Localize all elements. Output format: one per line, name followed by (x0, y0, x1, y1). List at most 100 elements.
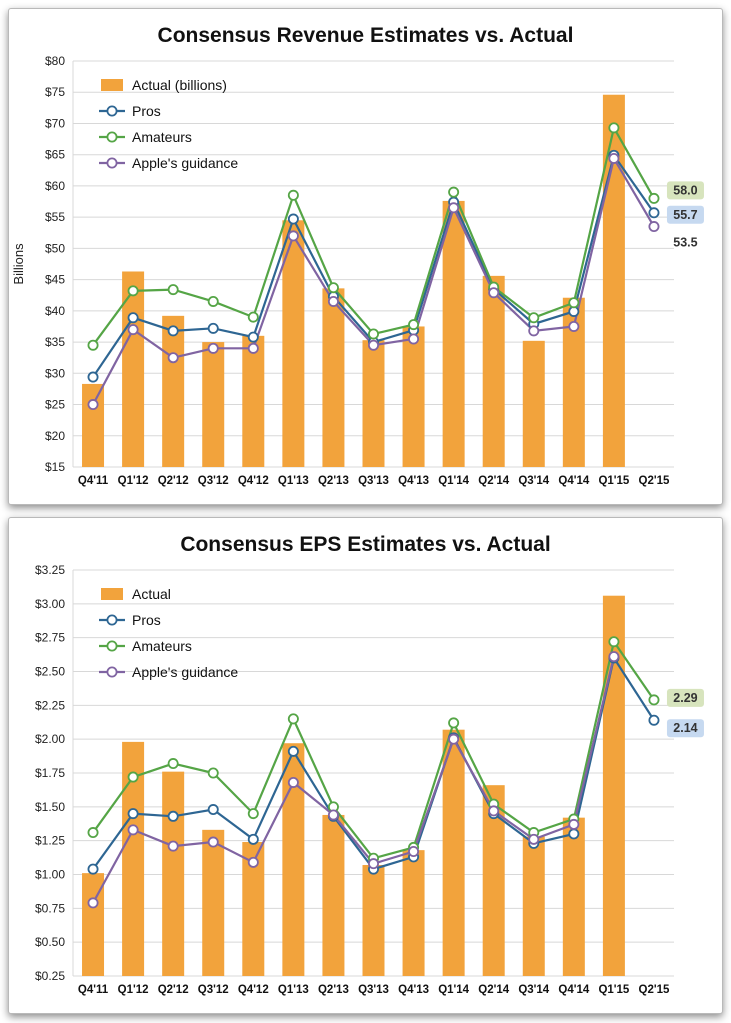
bar (202, 829, 225, 976)
y-axis-tick-label: $60 (45, 179, 65, 193)
y-axis-tick-label: $30 (45, 366, 65, 380)
bar (82, 873, 105, 976)
bar (402, 850, 425, 976)
data-point-marker (127, 285, 139, 297)
legend-swatch-marker (106, 666, 118, 678)
data-point-marker (448, 186, 460, 198)
legend-swatch-marker (106, 157, 118, 169)
y-axis-tick-label: $1.50 (35, 800, 65, 814)
data-point-marker (608, 651, 620, 663)
data-point-marker (247, 856, 259, 868)
y-axis-tick-label: $1.75 (35, 766, 65, 780)
x-axis-tick-label: Q3'12 (198, 475, 229, 487)
data-point-marker (448, 733, 460, 745)
y-axis-tick-label: $45 (45, 273, 65, 287)
x-axis-tick-label: Q3'13 (358, 984, 389, 996)
data-point-marker (648, 694, 660, 706)
x-axis-tick-label: Q4'14 (558, 984, 589, 996)
x-axis-tick-label: Q4'11 (78, 984, 109, 996)
x-axis-tick-label: Q1'14 (438, 475, 469, 487)
data-point-marker (568, 305, 580, 317)
data-point-marker (488, 805, 500, 817)
data-point-marker (648, 714, 660, 726)
data-point-marker (648, 192, 660, 204)
legend-label: Actual (billions) (132, 77, 227, 93)
y-axis-tick-label: $40 (45, 304, 65, 318)
data-point-marker (127, 312, 139, 324)
data-point-marker (167, 758, 179, 770)
data-point-marker (207, 804, 219, 816)
series-line (92, 656, 615, 904)
y-axis-tick-label: $50 (45, 241, 65, 255)
x-axis-tick-label: Q1'15 (598, 475, 629, 487)
data-point-marker (327, 809, 339, 821)
y-axis-tick-label: $70 (45, 116, 65, 130)
bar (242, 335, 265, 467)
revenue-chart-canvas: $15 $20 $25 $30 $35 $40 $45 $50 $55 $60 $65 $70 $75 $… (11, 54, 704, 487)
y-axis-tick-label: $2.50 (35, 665, 65, 679)
data-point-marker (167, 810, 179, 822)
y-axis-tick-label: $15 (45, 460, 65, 474)
data-point-marker (528, 312, 540, 324)
data-point-marker (167, 284, 179, 296)
data-point-marker (367, 328, 379, 340)
bar (82, 383, 105, 467)
data-point-marker (448, 717, 460, 729)
x-axis-tick-label: Q4'14 (558, 475, 589, 487)
data-point-marker (287, 713, 299, 725)
y-axis-tick-label: $0.75 (35, 901, 65, 915)
bar (362, 865, 385, 976)
data-point-marker (287, 776, 299, 788)
data-point-marker (247, 311, 259, 323)
legend-swatch-bar (101, 588, 123, 600)
legend-label: Apple's guidance (132, 664, 238, 680)
legend-label: Pros (132, 612, 161, 628)
data-point-marker (127, 824, 139, 836)
bar (122, 741, 145, 976)
legend-label: Actual (132, 586, 171, 602)
data-point-marker (568, 320, 580, 332)
legend-swatch-marker (106, 640, 118, 652)
data-point-marker (408, 333, 420, 345)
bar (282, 220, 305, 467)
y-axis-tick-label: $25 (45, 398, 65, 412)
data-point-marker (207, 342, 219, 354)
data-point-marker (367, 858, 379, 870)
x-axis-tick-label: Q3'13 (358, 475, 389, 487)
y-axis-tick-label: $2.25 (35, 698, 65, 712)
x-axis-tick-label: Q3'14 (518, 475, 549, 487)
data-point-marker (327, 295, 339, 307)
x-axis-tick-label: Q4'12 (238, 984, 269, 996)
legend-label: Apple's guidance (132, 155, 238, 171)
data-point-marker (608, 636, 620, 648)
eps-chart-card: Consensus EPS Estimates vs. Actual $0.25… (8, 517, 723, 1014)
data-point-marker (408, 319, 420, 331)
x-axis-tick-label: Q2'13 (318, 984, 349, 996)
bar (162, 771, 185, 976)
y-axis-tick-label: $35 (45, 335, 65, 349)
bar (202, 342, 225, 467)
y-axis-tick-label: $80 (45, 54, 65, 68)
y-axis-tick-label: $0.25 (35, 969, 65, 983)
y-axis-tick-label: $65 (45, 148, 65, 162)
revenue-chart-title: Consensus Revenue Estimates vs. Actual (157, 24, 574, 47)
eps-chart-title: Consensus EPS Estimates vs. Actual (180, 533, 551, 556)
data-point-marker (568, 828, 580, 840)
bar (442, 200, 465, 467)
data-point-marker (127, 808, 139, 820)
data-point-marker (247, 833, 259, 845)
data-point-marker (87, 827, 99, 839)
x-axis-tick-label: Q1'12 (118, 475, 149, 487)
x-axis-tick-label: Q2'12 (158, 475, 189, 487)
y-axis-tick-label: $75 (45, 85, 65, 99)
bar (602, 595, 625, 976)
bar (522, 836, 545, 976)
data-point-marker (247, 342, 259, 354)
bar (442, 729, 465, 976)
x-axis-tick-label: Q2'13 (318, 475, 349, 487)
legend-label: Amateurs (132, 129, 192, 145)
data-point-marker (528, 325, 540, 337)
x-axis-tick-label: Q1'13 (278, 475, 309, 487)
x-axis-tick-label: Q3'12 (198, 984, 229, 996)
